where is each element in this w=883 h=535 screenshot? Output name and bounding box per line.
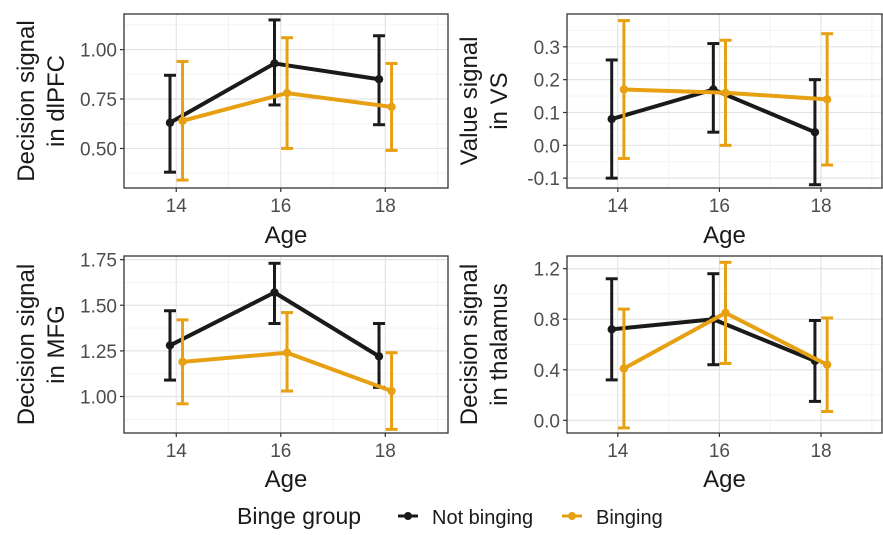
x-axis-title: Age	[703, 466, 746, 493]
series-binging	[176, 36, 398, 182]
series-binging	[617, 19, 834, 167]
y-axis-title-line: Decision signal	[13, 20, 40, 181]
y-tick-label: 1.00	[80, 41, 117, 62]
panel-1: 0.50 0.75 1.00 14 16 18 Age Decision signal in d…	[13, 13, 449, 249]
series-binging	[176, 311, 398, 431]
panel-4: 0.0 0.4 0.8 1.2 14 16 18 Age Decision signal in t…	[456, 255, 883, 493]
y-axis-title-line: in VS	[486, 72, 513, 129]
data-point-binging	[619, 364, 629, 373]
y-tick-label: 0.75	[80, 90, 117, 111]
y-tick-label: 1.50	[80, 296, 117, 317]
x-tick-label: 16	[709, 196, 730, 217]
series-not-binging	[605, 272, 821, 403]
x-tick-label: 16	[709, 441, 730, 462]
series-binging	[617, 260, 834, 430]
plot-area	[605, 260, 834, 430]
x-tick-label: 18	[810, 441, 831, 462]
x-axis-title: Age	[703, 222, 746, 249]
data-point-binging	[822, 95, 832, 104]
y-axis-title: Decision signal in thalamus	[456, 264, 513, 425]
data-point-not-binging	[165, 118, 175, 127]
y-tick-label: 1.75	[80, 251, 117, 272]
legend-label-not-binging: Not binging	[432, 507, 533, 529]
y-axis-title-line: Decision signal	[456, 264, 483, 425]
panel-2: -0.1 0.0 0.1 0.2 0.3 14 16 18 Age Value signal in …	[456, 13, 883, 249]
x-tick-label: 14	[607, 196, 629, 217]
y-tick-label: 0.0	[534, 136, 560, 157]
data-point-binging	[721, 308, 730, 318]
y-tick-label: 0.50	[80, 139, 117, 160]
data-point-not-binging	[810, 127, 820, 137]
y-axis-title-line: Decision signal	[13, 264, 40, 425]
y-tick-label: 0.0	[534, 411, 560, 432]
data-point-binging	[822, 360, 832, 369]
y-tick-label: 0.3	[534, 38, 560, 59]
data-point-binging	[178, 357, 187, 367]
legend-item-binging: Binging	[562, 507, 663, 529]
panel-border	[123, 255, 449, 434]
y-tick-label: 1.2	[534, 260, 560, 281]
data-point-binging	[282, 88, 292, 98]
plot-area	[163, 261, 398, 431]
x-tick-label: 16	[270, 196, 291, 217]
panel-border	[566, 13, 883, 189]
legend-key-binging-dot	[568, 512, 576, 520]
legend-label-binging: Binging	[596, 507, 663, 529]
y-tick-label: 1.00	[80, 388, 117, 409]
y-axis-title-line: Value signal	[456, 37, 483, 166]
x-tick-label: 18	[375, 441, 396, 462]
x-axis-title: Age	[265, 222, 308, 249]
plot-area	[163, 18, 398, 182]
x-tick-label: 16	[270, 441, 291, 462]
y-tick-label: -0.1	[527, 169, 560, 190]
y-axis-title: Decision signal in dlPFC	[13, 20, 70, 181]
x-tick-label: 14	[166, 196, 188, 217]
legend-title: Binge group	[237, 503, 361, 529]
y-axis-title-line: in MFG	[43, 305, 70, 384]
series-not-binging	[163, 18, 386, 174]
y-axis-title-line: in dlPFC	[43, 55, 70, 147]
legend-item-not-binging: Not binging	[398, 507, 533, 529]
data-point-binging	[619, 85, 629, 94]
data-point-not-binging	[607, 325, 616, 334]
x-axis-title: Age	[265, 466, 308, 493]
plot-area	[605, 19, 834, 187]
x-tick-label: 18	[810, 196, 831, 217]
data-point-not-binging	[374, 352, 384, 361]
x-tick-label: 14	[607, 441, 629, 462]
data-point-binging	[387, 386, 396, 396]
y-tick-label: 0.2	[534, 71, 560, 92]
y-axis-title: Decision signal in MFG	[13, 264, 70, 425]
y-tick-label: 0.8	[534, 310, 560, 331]
data-point-not-binging	[270, 59, 279, 68]
data-point-not-binging	[607, 114, 616, 124]
series-not-binging	[605, 42, 821, 187]
data-point-not-binging	[165, 341, 175, 350]
data-point-binging	[387, 102, 396, 112]
panel-border	[566, 255, 883, 434]
y-tick-label: 1.25	[80, 342, 117, 363]
data-point-binging	[178, 116, 187, 125]
y-tick-label: 0.1	[534, 103, 560, 124]
series-not-binging	[163, 261, 386, 389]
legend-key-not-binging-dot	[404, 512, 412, 520]
y-axis-title: Value signal in VS	[456, 37, 513, 166]
data-point-not-binging	[270, 288, 279, 297]
y-axis-title-line: in thalamus	[486, 283, 513, 406]
data-point-binging	[721, 88, 730, 97]
data-point-binging	[282, 348, 292, 357]
legend: Binge group Not binging Binging	[237, 503, 663, 529]
x-tick-label: 18	[375, 196, 396, 217]
panel-border	[123, 13, 449, 189]
x-tick-label: 14	[166, 441, 188, 462]
y-tick-label: 0.4	[534, 361, 561, 382]
data-point-not-binging	[374, 75, 384, 84]
panel-3: 1.00 1.25 1.50 1.75 14 16 18 Age Decision signal…	[13, 251, 449, 493]
